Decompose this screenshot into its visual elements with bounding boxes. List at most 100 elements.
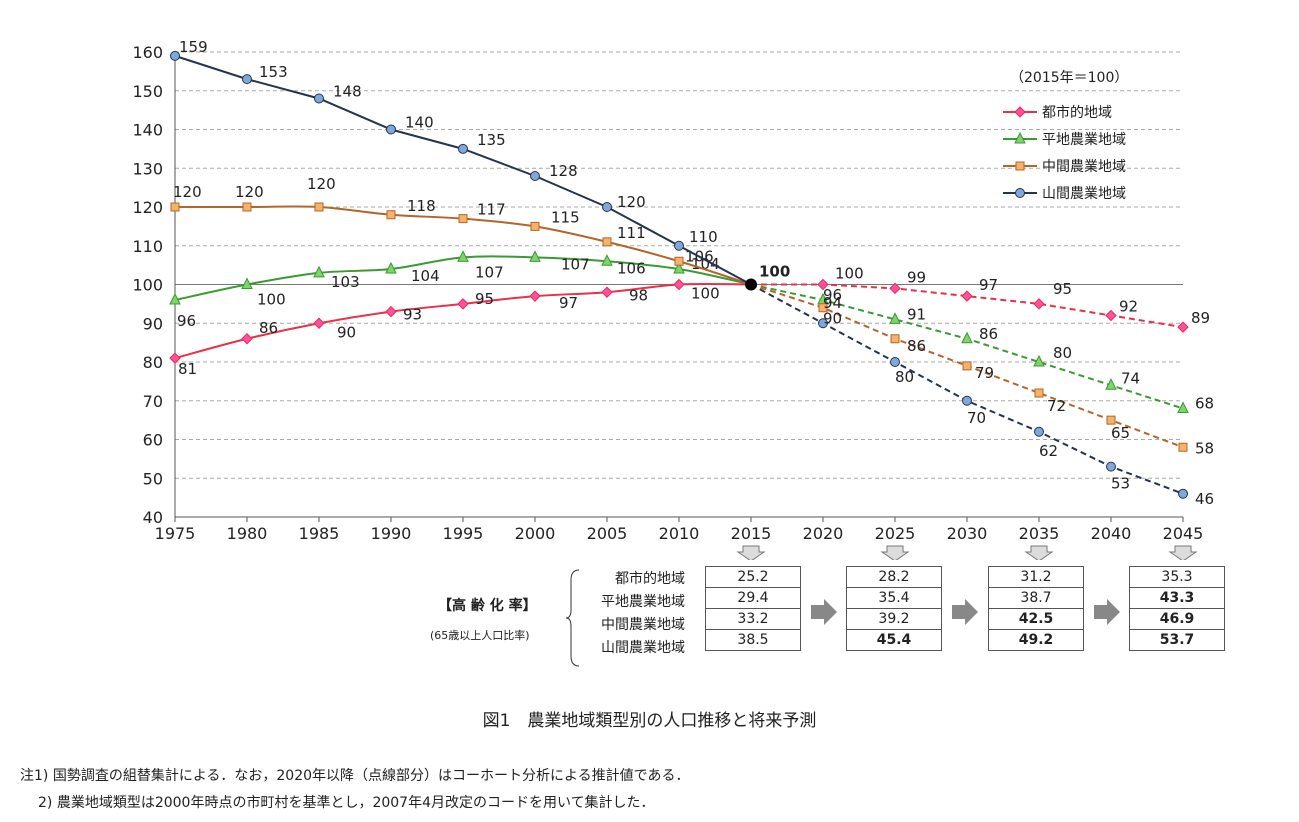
y-tick-label: 50 <box>143 469 163 488</box>
data-label: 104 <box>691 255 720 273</box>
aging-value: 28.2 <box>846 566 942 588</box>
data-label: 128 <box>549 162 578 180</box>
aging-subtitle: (65歳以上人口比率) <box>430 629 530 642</box>
data-point <box>1178 488 1188 499</box>
data-point <box>890 357 900 367</box>
data-label: 120 <box>307 175 336 193</box>
x-tick-label: 1995 <box>443 524 484 543</box>
data-point <box>674 240 684 251</box>
year-arrow <box>736 545 766 560</box>
data-point <box>962 361 972 371</box>
aging-value: 25.2 <box>705 566 801 588</box>
y-tick-label: 120 <box>132 198 163 217</box>
arrow-right-icon <box>811 599 837 625</box>
aging-value: 35.4 <box>846 587 942 609</box>
data-label: 118 <box>407 197 436 215</box>
data-label: 97 <box>559 294 578 312</box>
x-tick-label: 2030 <box>947 524 988 543</box>
x-tick-label: 2045 <box>1163 524 1204 543</box>
data-point <box>313 265 325 278</box>
y-tick-label: 70 <box>143 392 163 411</box>
data-label: 79 <box>975 364 994 382</box>
aging-row-label: 平地農業地域 <box>601 594 685 610</box>
x-tick-label: 1990 <box>371 524 412 543</box>
data-label: 86 <box>907 337 926 355</box>
legend-marker <box>1015 161 1025 171</box>
data-point <box>674 256 684 266</box>
aging-value: 38.5 <box>705 629 801 651</box>
data-label: 95 <box>475 290 494 308</box>
series-projection-4 <box>750 283 1184 495</box>
legend-label: 平地農業地域 <box>1042 132 1126 148</box>
arrow-right-icon <box>1094 599 1120 625</box>
data-point <box>1034 426 1044 437</box>
data-label: 103 <box>331 273 360 291</box>
data-point <box>1033 298 1045 310</box>
data-label: 98 <box>629 286 648 304</box>
aging-value: 49.2 <box>988 629 1084 651</box>
data-label: 46 <box>1195 490 1214 508</box>
data-point <box>169 352 181 364</box>
data-label: 104 <box>411 267 440 285</box>
aging-value: 33.2 <box>705 608 801 630</box>
data-label: 68 <box>1195 395 1214 413</box>
data-label: 96 <box>177 312 196 330</box>
arrow-right-icon <box>952 599 978 625</box>
aging-value: 53.7 <box>1129 629 1225 651</box>
x-tick-label: 2025 <box>875 524 916 543</box>
data-point <box>457 298 469 310</box>
aging-table-2015: 25.2 29.4 33.2 38.5 <box>705 566 801 651</box>
y-tick-label: 40 <box>143 508 163 527</box>
data-point <box>961 290 973 302</box>
x-tick-label: 1980 <box>227 524 268 543</box>
data-point <box>529 290 541 302</box>
data-label: 62 <box>1039 442 1058 460</box>
data-label: 86 <box>259 319 278 337</box>
aging-value: 35.3 <box>1129 566 1225 588</box>
data-point <box>1033 354 1045 367</box>
data-point <box>890 334 900 344</box>
data-point <box>529 250 541 262</box>
legend-marker <box>1014 131 1026 144</box>
y-tick-label: 90 <box>143 314 163 333</box>
data-label: 74 <box>1121 369 1140 387</box>
data-point <box>602 237 612 247</box>
data-label: 97 <box>979 276 998 294</box>
data-label: 120 <box>617 193 646 211</box>
aging-value: 38.7 <box>988 587 1084 609</box>
note-2: 2) 農業地域類型は2000年時点の市町村を基準とし，2007年4月改定のコード… <box>38 795 655 811</box>
data-point <box>1106 461 1116 472</box>
legend-label: 山間農業地域 <box>1042 186 1126 202</box>
data-label: 92 <box>1119 298 1138 316</box>
data-point <box>1177 401 1189 413</box>
data-label: 159 <box>179 38 208 56</box>
x-tick-label: 2035 <box>1019 524 1060 543</box>
aging-table-2035: 31.2 38.7 42.5 49.2 <box>988 566 1084 651</box>
data-point <box>457 250 469 262</box>
data-label: 93 <box>403 306 422 324</box>
data-point <box>1034 388 1044 398</box>
data-label: 58 <box>1195 439 1214 457</box>
aging-value: 31.2 <box>988 566 1084 588</box>
x-tick-label: 1985 <box>299 524 340 543</box>
data-point <box>818 318 828 329</box>
data-label: 65 <box>1111 424 1130 442</box>
aging-value: 46.9 <box>1129 608 1225 630</box>
y-tick-label: 60 <box>143 431 163 450</box>
legend-marker <box>1014 106 1026 118</box>
data-label: 90 <box>823 309 842 327</box>
data-label: 95 <box>1053 280 1072 298</box>
data-point <box>242 202 252 212</box>
aging-value: 29.4 <box>705 587 801 609</box>
data-label: 86 <box>979 325 998 343</box>
aging-row-label: 山間農業地域 <box>601 640 685 656</box>
data-label: 96 <box>823 286 842 304</box>
data-point <box>170 50 180 61</box>
y-tick-label: 130 <box>132 159 163 178</box>
x-tick-label: 2005 <box>587 524 628 543</box>
data-point <box>530 221 540 231</box>
aging-value: 39.2 <box>846 608 942 630</box>
data-point <box>1106 415 1116 425</box>
data-label: 135 <box>477 131 506 149</box>
data-label: 80 <box>1053 344 1072 362</box>
